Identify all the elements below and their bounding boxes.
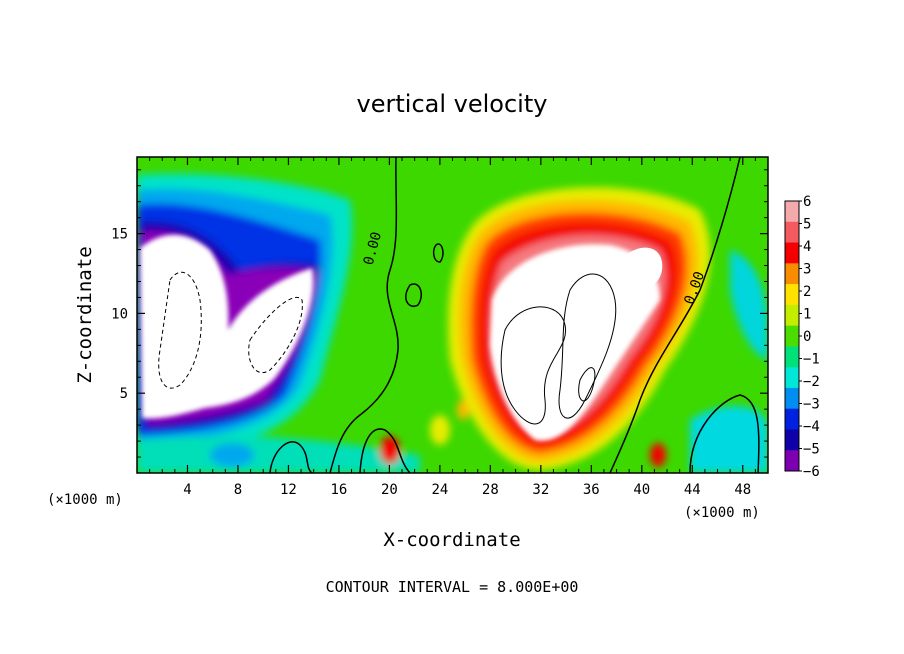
colorbar-label: 2 <box>803 284 811 300</box>
colorbar-label: −6 <box>803 464 820 480</box>
y-axis-label: Z-coordinate <box>74 246 96 383</box>
colorbar-label: −4 <box>803 419 820 435</box>
colorbar-swatch <box>785 346 799 368</box>
colorbar-swatch <box>785 201 799 223</box>
y-tick-label: 10 <box>111 306 128 322</box>
colorbar-swatch <box>785 242 799 264</box>
x-tick-label: 48 <box>734 482 751 498</box>
colorbar-label: 0 <box>803 329 811 345</box>
y-tick-label: 15 <box>111 227 128 243</box>
x-axis-ticks: 4 8 12 16 20 24 28 32 36 40 44 48 <box>136 157 769 498</box>
colorbar-swatch <box>785 408 799 430</box>
colorbar-swatch <box>785 304 799 327</box>
x-axis-label: X-coordinate <box>383 529 520 551</box>
colorbar-label: −5 <box>803 442 820 458</box>
colorbar-swatch <box>785 325 799 347</box>
colorbar: 6 5 4 3 2 1 0 −1 −2 −3 −4 −5 −6 <box>784 194 820 480</box>
x-tick-label: 32 <box>532 482 549 498</box>
y-axis-ticks: 5 10 15 <box>111 169 768 474</box>
colorbar-swatch <box>785 429 799 451</box>
x-tick-label: 8 <box>234 482 242 498</box>
colorbar-swatch <box>785 284 799 306</box>
x-tick-label: 4 <box>183 482 191 498</box>
colorbar-label: 6 <box>803 194 811 210</box>
colorbar-label: 4 <box>803 239 811 255</box>
x-unit-label-right: (×1000 m) <box>684 505 760 521</box>
colorbar-swatch <box>785 221 799 244</box>
colorbar-label: 1 <box>803 307 811 323</box>
x-tick-label: 40 <box>633 482 650 498</box>
colorbar-label: −3 <box>803 397 820 413</box>
x-tick-label: 12 <box>280 482 297 498</box>
colorbar-swatch <box>785 387 799 410</box>
colorbar-label: −1 <box>803 352 820 368</box>
x-tick-label: 28 <box>482 482 499 498</box>
heatmap-field <box>137 157 768 473</box>
colorbar-swatch <box>785 450 799 472</box>
y-tick-label: 5 <box>120 386 128 402</box>
chart-title: vertical velocity <box>357 90 548 118</box>
colorbar-swatch <box>785 367 799 389</box>
contour-interval-footer: CONTOUR INTERVAL = 8.000E+00 <box>326 578 579 596</box>
x-unit-label-left: (×1000 m) <box>47 492 123 508</box>
x-tick-label: 44 <box>684 482 701 498</box>
x-tick-label: 16 <box>330 482 347 498</box>
x-tick-label: 20 <box>381 482 398 498</box>
colorbar-label: 3 <box>803 262 811 278</box>
x-tick-label: 36 <box>583 482 600 498</box>
colorbar-label: −2 <box>803 374 820 390</box>
colorbar-label: 5 <box>803 217 811 233</box>
x-tick-label: 24 <box>431 482 448 498</box>
colorbar-swatch <box>785 263 799 285</box>
